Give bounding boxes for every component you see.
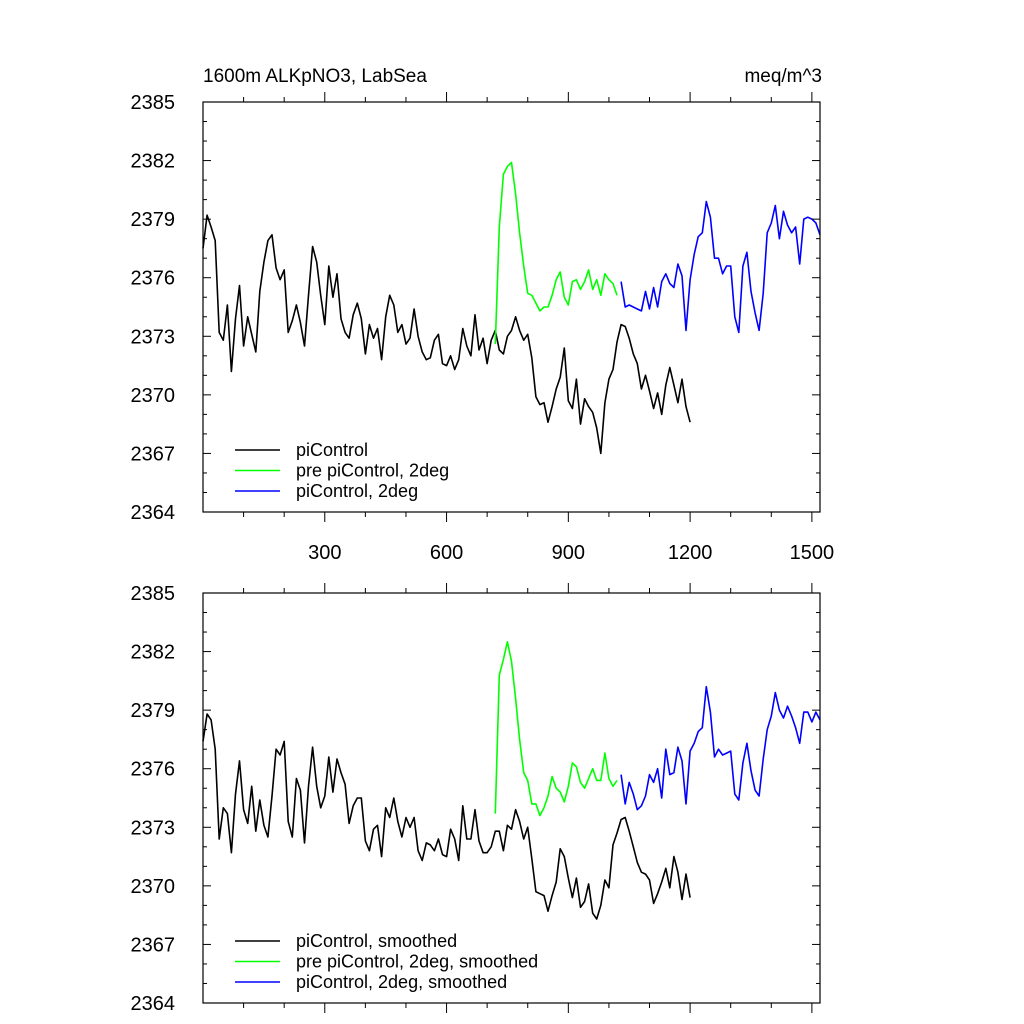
- axes: 2364 2367 2370 2373 2376 2379 2382 2385 300 600 90…: [131, 92, 835, 564]
- series-line: [620, 200, 821, 334]
- x-tick-label: 600: [430, 542, 463, 564]
- legend-label: piControl: [296, 440, 368, 460]
- x-tick-label: 300: [308, 542, 341, 564]
- legend-label: piControl, smoothed: [296, 931, 457, 951]
- series-line: [620, 685, 821, 811]
- plot-frame: [202, 101, 821, 513]
- x-tick-label: 900: [552, 542, 585, 564]
- y-tick-label: 2373: [131, 817, 176, 839]
- y-tick-label: 2379: [131, 700, 176, 722]
- series-line: [494, 640, 618, 817]
- y-tick-label: 2382: [131, 151, 176, 173]
- x-tick-label: 1500: [790, 542, 835, 564]
- y-tick-label: 2379: [131, 209, 176, 231]
- y-tick-label: 2382: [131, 642, 176, 664]
- legend-label: pre piControl, 2deg: [296, 461, 449, 481]
- series-line: [202, 214, 691, 455]
- y-tick-label: 2376: [131, 759, 176, 781]
- y-tick-label: 2385: [131, 92, 176, 114]
- y-tick-label: 2373: [131, 326, 176, 348]
- y-tick-label: 2367: [131, 443, 176, 465]
- legend-label: piControl, 2deg: [296, 481, 418, 501]
- series-line: [202, 713, 691, 920]
- y-tick-label: 2370: [131, 876, 176, 898]
- plot-frame: [202, 592, 821, 1004]
- chart-title: 1600m ALKpNO3, LabSea: [203, 66, 427, 87]
- chart-units: meq/m^3: [744, 66, 822, 87]
- plot-lines: [202, 640, 821, 920]
- plot-lines: [202, 161, 821, 455]
- panel-top: 1600m ALKpNO3, LabSea meq/m^3 2364236723…: [131, 66, 835, 564]
- y-tick-label: 2364: [131, 502, 176, 524]
- y-tick-label: 2364: [131, 993, 176, 1015]
- axes: 2364 2367 2370 2373 2376 2379 2382 2385: [131, 583, 820, 1015]
- legend-label: pre piControl, 2deg, smoothed: [296, 952, 538, 972]
- series-line: [494, 161, 618, 345]
- x-tick-label: 1200: [668, 542, 713, 564]
- y-tick-label: 2370: [131, 385, 176, 407]
- legend-label: piControl, 2deg, smoothed: [296, 972, 507, 992]
- y-tick-label: 2385: [131, 583, 176, 605]
- y-tick-label: 2367: [131, 934, 176, 956]
- panel-bottom: 2364 2367 2370 2373 2376 2379 2382 2385 piContr…: [131, 583, 821, 1015]
- y-tick-label: 2376: [131, 268, 176, 290]
